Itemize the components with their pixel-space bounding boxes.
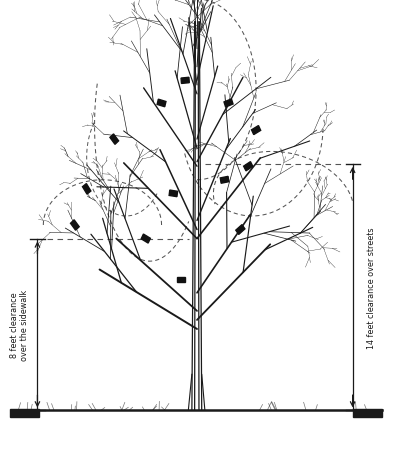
Polygon shape: [224, 100, 233, 108]
Polygon shape: [157, 100, 166, 107]
Polygon shape: [177, 277, 185, 282]
Polygon shape: [243, 162, 253, 171]
Polygon shape: [141, 235, 151, 244]
Polygon shape: [169, 191, 178, 197]
Polygon shape: [71, 220, 79, 231]
Bar: [353, 410, 382, 417]
Text: 8 feet clearance
over the sidewalk: 8 feet clearance over the sidewalk: [10, 289, 30, 360]
Polygon shape: [110, 134, 119, 145]
Polygon shape: [220, 177, 229, 184]
Bar: [10, 410, 39, 417]
Polygon shape: [236, 225, 245, 235]
Polygon shape: [251, 126, 261, 135]
Polygon shape: [82, 184, 91, 195]
Text: 14 feet clearance over streets: 14 feet clearance over streets: [367, 227, 376, 348]
Polygon shape: [181, 78, 189, 84]
